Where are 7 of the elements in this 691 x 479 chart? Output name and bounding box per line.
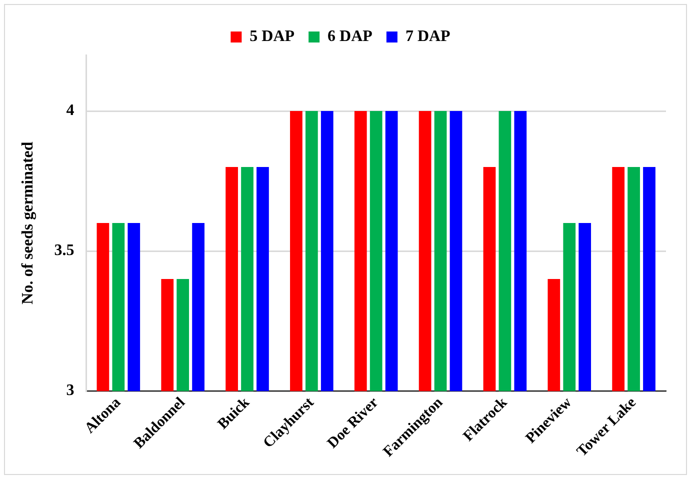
y-tick-label: 3.5: [54, 242, 74, 260]
legend-label: 5 DAP: [250, 28, 295, 46]
legend-label: 6 DAP: [328, 28, 373, 46]
y-axis-title: No. of seeds germinated: [20, 142, 37, 304]
y-tick-label: 4: [66, 102, 74, 120]
legend-label: 7 DAP: [405, 28, 451, 46]
y-tick-label: 3: [66, 382, 74, 400]
